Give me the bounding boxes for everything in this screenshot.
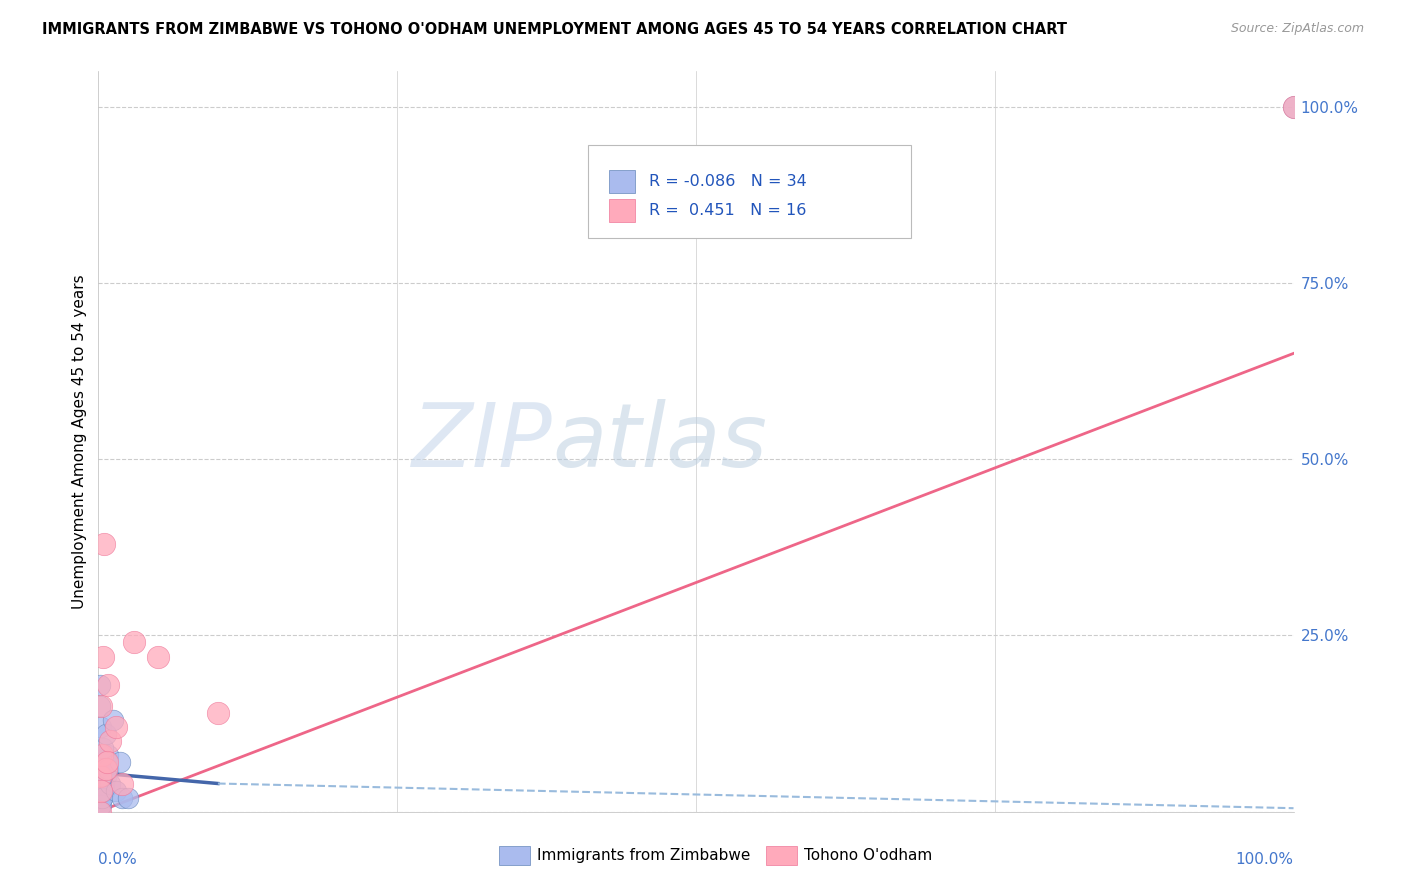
- Point: [90, 790, 112, 805]
- Point: [91, 741, 114, 756]
- Point: [90, 797, 112, 812]
- Point: [124, 635, 146, 649]
- Point: [148, 649, 170, 664]
- Point: [94, 769, 117, 783]
- Point: [90, 748, 112, 763]
- Point: [91, 769, 114, 783]
- Point: [89, 698, 111, 713]
- Y-axis label: Unemployment Among Ages 45 to 54 years: Unemployment Among Ages 45 to 54 years: [72, 274, 87, 609]
- Point: [90, 698, 112, 713]
- Point: [98, 734, 122, 748]
- Text: IMMIGRANTS FROM ZIMBABWE VS TOHONO O'ODHAM UNEMPLOYMENT AMONG AGES 45 TO 54 YEAR: IMMIGRANTS FROM ZIMBABWE VS TOHONO O'ODH…: [42, 22, 1067, 37]
- Text: 100.0%: 100.0%: [1236, 853, 1294, 867]
- Point: [207, 706, 229, 720]
- Point: [94, 763, 117, 777]
- Point: [101, 713, 124, 727]
- Point: [111, 776, 134, 790]
- Point: [89, 797, 111, 812]
- Text: R =  0.451   N = 16: R = 0.451 N = 16: [650, 202, 807, 218]
- Point: [90, 783, 112, 797]
- Point: [91, 790, 114, 805]
- Point: [90, 790, 112, 805]
- Bar: [609, 199, 636, 222]
- Point: [111, 790, 134, 805]
- Point: [98, 776, 122, 790]
- Text: Tohono O'odham: Tohono O'odham: [804, 848, 932, 863]
- Point: [91, 748, 114, 763]
- Point: [117, 790, 139, 805]
- Point: [90, 783, 112, 797]
- Point: [90, 720, 112, 734]
- Point: [89, 797, 111, 812]
- Point: [91, 790, 114, 805]
- Point: [1282, 100, 1305, 114]
- Point: [96, 756, 118, 770]
- Text: ZIP: ZIP: [412, 399, 553, 484]
- Point: [97, 748, 120, 763]
- Point: [89, 678, 111, 692]
- Point: [91, 763, 114, 777]
- Text: 0.0%: 0.0%: [98, 853, 138, 867]
- Text: atlas: atlas: [553, 399, 768, 484]
- Point: [91, 783, 114, 797]
- Point: [1282, 100, 1305, 114]
- Point: [94, 727, 117, 741]
- Point: [93, 537, 115, 551]
- FancyBboxPatch shape: [589, 145, 911, 238]
- Point: [91, 649, 114, 664]
- Point: [93, 783, 115, 797]
- Point: [105, 783, 128, 797]
- Point: [91, 769, 114, 783]
- Point: [96, 756, 118, 770]
- Text: Source: ZipAtlas.com: Source: ZipAtlas.com: [1230, 22, 1364, 36]
- Text: R = -0.086   N = 34: R = -0.086 N = 34: [650, 174, 807, 189]
- Point: [89, 769, 111, 783]
- Text: Immigrants from Zimbabwe: Immigrants from Zimbabwe: [537, 848, 751, 863]
- Point: [93, 776, 115, 790]
- Point: [108, 756, 131, 770]
- Point: [89, 805, 111, 819]
- Point: [89, 805, 111, 819]
- Point: [97, 763, 120, 777]
- Point: [89, 797, 111, 812]
- Point: [91, 776, 114, 790]
- Point: [97, 678, 120, 692]
- Bar: [609, 169, 636, 194]
- Point: [89, 790, 111, 805]
- Point: [105, 720, 128, 734]
